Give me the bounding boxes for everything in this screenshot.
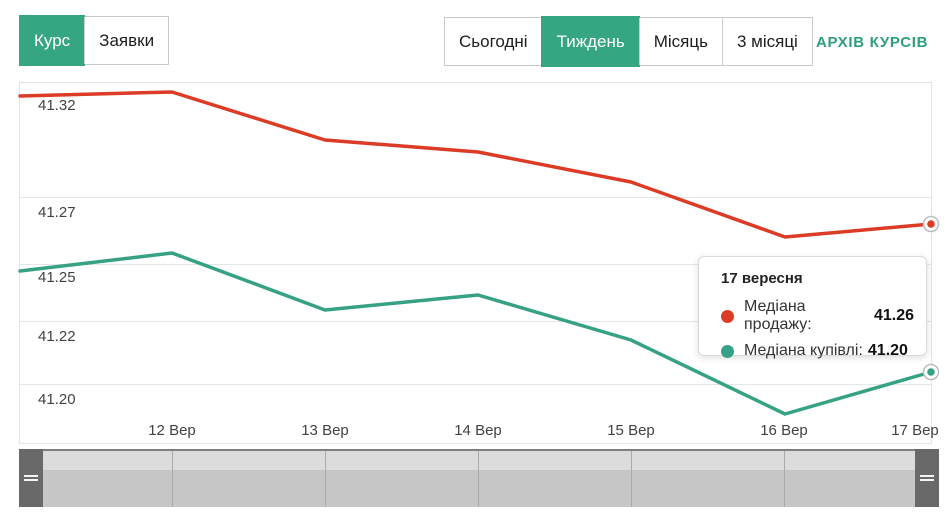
grip-icon bbox=[920, 475, 934, 477]
scrollbar-track-bottom[interactable] bbox=[43, 470, 915, 507]
scrollbar-divider bbox=[784, 451, 785, 507]
tooltip-buy-label: Медіана купівлі: bbox=[744, 342, 863, 359]
tab-month[interactable]: Місяць bbox=[638, 18, 722, 65]
y-axis-tick-label: 41.20 bbox=[38, 391, 76, 408]
y-axis-tick-label: 41.22 bbox=[38, 328, 76, 345]
tooltip-date: 17 вересня bbox=[721, 270, 803, 287]
grip-icon bbox=[920, 479, 934, 481]
tooltip-row-sell: Медіана продажу: 41.26 bbox=[721, 298, 914, 334]
scrollbar-left-handle[interactable] bbox=[19, 449, 43, 507]
x-axis-tick-label: 15 Вер bbox=[607, 422, 655, 439]
buy-series-dot-icon bbox=[721, 344, 734, 358]
tooltip-sell-value: 41.26 bbox=[873, 307, 914, 324]
x-axis-tick-label: 13 Вер bbox=[301, 422, 349, 439]
y-axis-tick-label: 41.32 bbox=[38, 97, 76, 114]
range-scrollbar bbox=[19, 449, 939, 507]
scrollbar-divider bbox=[478, 451, 479, 507]
tab-today[interactable]: Сьогодні bbox=[445, 18, 542, 65]
scrollbar-right-handle[interactable] bbox=[915, 449, 939, 507]
scrollbar-divider bbox=[172, 451, 173, 507]
tab-zayavky[interactable]: Заявки bbox=[84, 17, 169, 64]
scrollbar-divider bbox=[325, 451, 326, 507]
scrollbar-track-top[interactable] bbox=[43, 451, 915, 470]
y-axis-tick-label: 41.25 bbox=[38, 269, 76, 286]
x-axis-tick-label: 14 Вер bbox=[454, 422, 502, 439]
y-axis-tick-label: 41.27 bbox=[38, 204, 76, 221]
chart-tooltip: 17 вересня Медіана продажу: 41.26 Медіан… bbox=[698, 256, 927, 359]
view-toggle-group: Курс Заявки bbox=[19, 15, 170, 66]
tooltip-row-buy: Медіана купівлі: 41.20 bbox=[721, 342, 914, 360]
tooltip-buy-value: 41.20 bbox=[867, 342, 908, 359]
grip-icon bbox=[24, 479, 38, 481]
range-tabs-group: Сьогодні Тиждень Місяць 3 місяці bbox=[444, 16, 813, 67]
tab-3months[interactable]: 3 місяці bbox=[721, 18, 812, 65]
scrollbar-divider bbox=[631, 451, 632, 507]
x-axis-tick-label: 16 Вер bbox=[760, 422, 808, 439]
x-axis-tick-label: 12 Вер bbox=[148, 422, 196, 439]
tab-kurs[interactable]: Курс bbox=[19, 15, 86, 66]
x-axis-tick-label: 17 Вер bbox=[891, 422, 939, 439]
archive-rates-link[interactable]: АРХІВ КУРСІВ bbox=[816, 34, 929, 51]
tab-week[interactable]: Тиждень bbox=[540, 16, 640, 67]
grip-icon bbox=[24, 475, 38, 477]
tooltip-sell-label: Медіана продажу: bbox=[744, 298, 812, 333]
sell-series-dot-icon bbox=[721, 309, 734, 323]
